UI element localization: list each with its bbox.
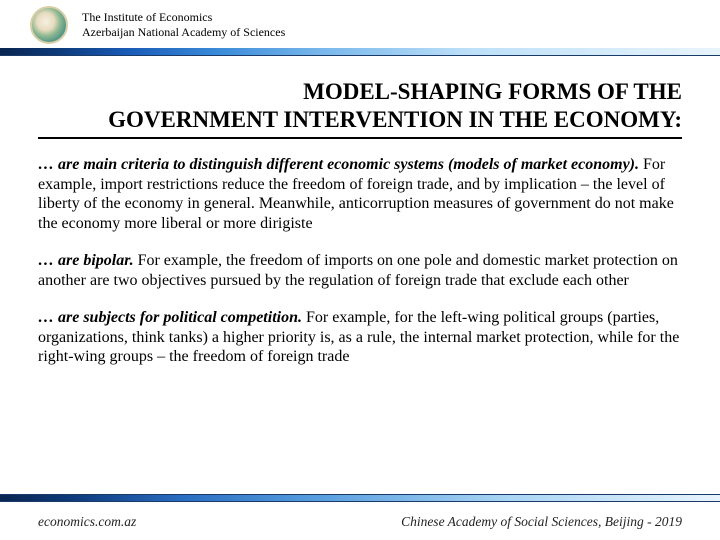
paragraph-1: … are main criteria to distinguish diffe… (38, 155, 682, 233)
title-line2: GOVERNMENT INTERVENTION IN THE ECONOMY: (108, 107, 682, 132)
header-text: The Institute of Economics Azerbaijan Na… (82, 10, 285, 40)
paragraph-3: … are subjects for political competition… (38, 308, 682, 367)
header-line2: Azerbaijan National Academy of Sciences (82, 25, 285, 40)
paragraph-2-rest: For example, the freedom of imports on o… (38, 252, 678, 289)
footer-left: economics.com.az (38, 514, 136, 530)
slide-content: MODEL-SHAPING FORMS OF THE GOVERNMENT IN… (0, 56, 720, 367)
footer-gradient-band (0, 494, 720, 502)
paragraph-1-lead: … are main criteria to distinguish diffe… (38, 156, 639, 173)
institute-logo-icon (30, 6, 68, 44)
slide-title: MODEL-SHAPING FORMS OF THE GOVERNMENT IN… (38, 78, 682, 139)
paragraph-2-lead: … are bipolar. (38, 252, 134, 269)
slide-footer: economics.com.az Chinese Academy of Soci… (0, 514, 720, 530)
header-line1: The Institute of Economics (82, 10, 285, 25)
paragraph-3-lead: … are subjects for political competition… (38, 309, 302, 326)
slide-header: The Institute of Economics Azerbaijan Na… (0, 0, 720, 48)
footer-right: Chinese Academy of Social Sciences, Beij… (401, 514, 682, 530)
paragraph-2: … are bipolar. For example, the freedom … (38, 251, 682, 290)
title-line1: MODEL-SHAPING FORMS OF THE (303, 79, 682, 104)
